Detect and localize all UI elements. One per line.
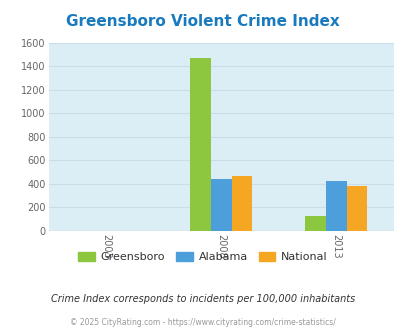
Bar bbox=[211, 179, 231, 231]
Legend: Greensboro, Alabama, National: Greensboro, Alabama, National bbox=[74, 248, 331, 267]
Bar bbox=[325, 181, 346, 231]
Bar bbox=[231, 176, 252, 231]
Text: © 2025 CityRating.com - https://www.cityrating.com/crime-statistics/: © 2025 CityRating.com - https://www.city… bbox=[70, 318, 335, 327]
Text: Crime Index corresponds to incidents per 100,000 inhabitants: Crime Index corresponds to incidents per… bbox=[51, 294, 354, 304]
Bar bbox=[346, 186, 367, 231]
Text: Greensboro Violent Crime Index: Greensboro Violent Crime Index bbox=[66, 14, 339, 29]
Bar bbox=[190, 58, 211, 231]
Bar bbox=[305, 216, 325, 231]
